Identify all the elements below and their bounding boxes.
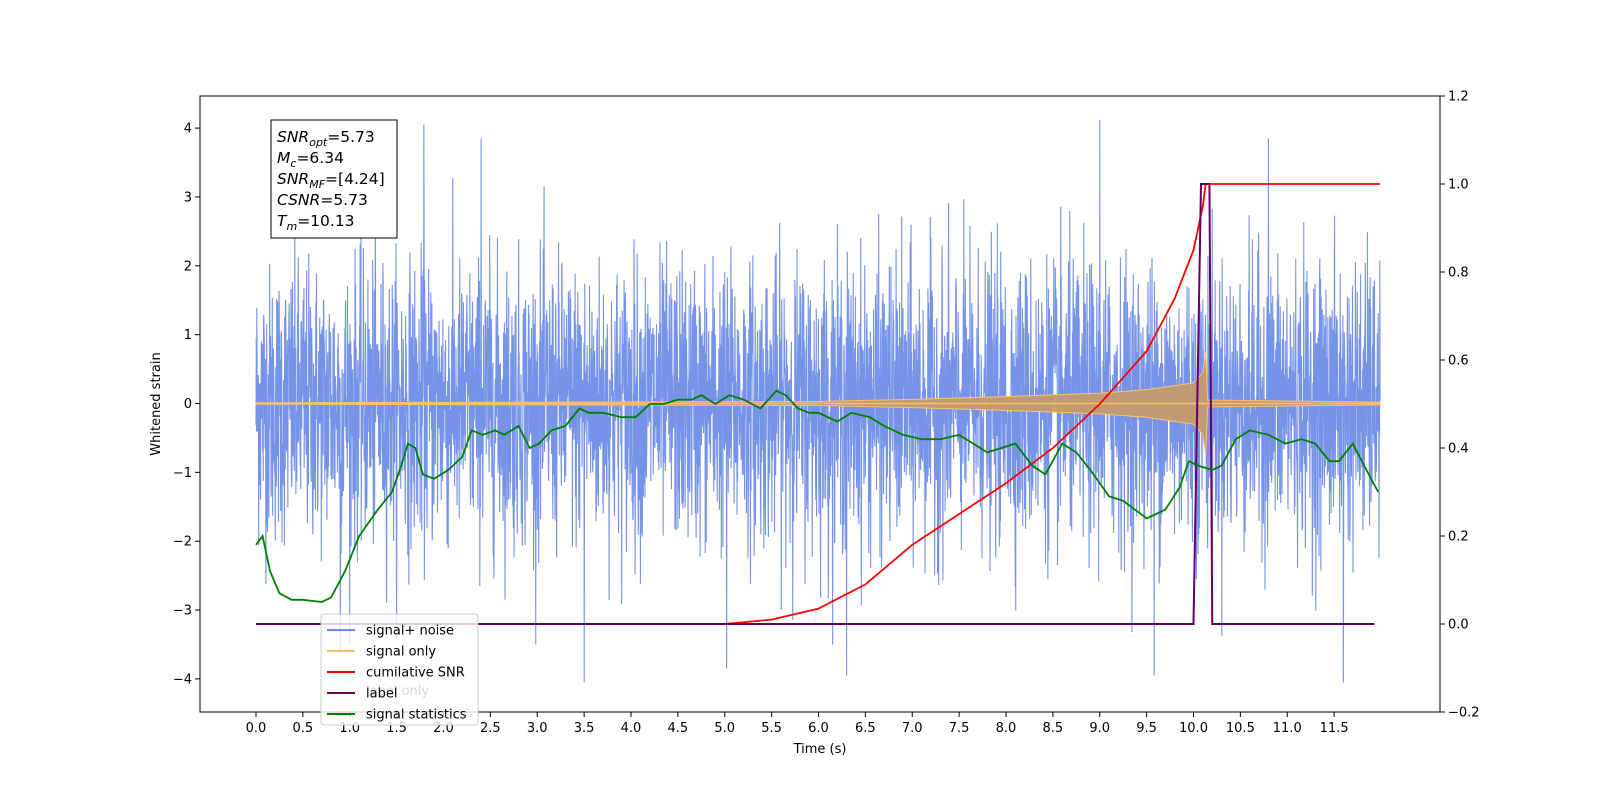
y-tick-label: 1 (184, 328, 192, 343)
y-tick-label: 4 (184, 122, 192, 137)
y2-tick-label: −0.2 (1448, 706, 1480, 721)
y-axis-label: Whitened strain (149, 352, 164, 455)
annotation-frame (270, 119, 398, 239)
y2-tick-label: 0.2 (1448, 530, 1469, 545)
x-tick-label: 8.0 (996, 721, 1017, 736)
x-tick-label: 3.5 (574, 721, 595, 736)
y2-tick-label: 0.4 (1448, 442, 1469, 457)
series-signal-statistics-line (255, 389, 1379, 603)
annotation-line: SNRMF=[4.24] (277, 170, 385, 191)
series-signal-noise-line (255, 119, 1381, 683)
y-axis-right: −0.2 0.0 0.2 0.4 0.6 0.8 1.0 1.2 (1440, 90, 1480, 721)
legend-label: label (366, 687, 397, 702)
x-tick-label: 9.0 (1089, 721, 1110, 736)
x-tick-label: 4.0 (621, 721, 642, 736)
annotation-line: CSNR=5.73 (277, 191, 368, 209)
plot-area (255, 119, 1381, 683)
y2-tick-label: 0.6 (1448, 354, 1469, 369)
legend-label: signal statistics (366, 708, 467, 723)
y2-tick-label: 1.0 (1448, 178, 1469, 193)
legend-hidden-text: label only (366, 684, 429, 699)
x-tick-label: 3.0 (527, 721, 548, 736)
x-tick-label: 5.5 (761, 721, 782, 736)
y-tick-label: −1 (173, 466, 192, 481)
legend-label: signal+ noise (366, 624, 454, 639)
y-tick-label: −2 (173, 535, 192, 550)
y-tick-label: 3 (184, 190, 192, 205)
x-tick-label: 9.5 (1136, 721, 1157, 736)
x-tick-label: 7.5 (949, 721, 970, 736)
y-axis-left: −4 −3 −2 −1 0 1 2 3 4 (173, 122, 200, 687)
x-tick-label: 5.0 (714, 721, 735, 736)
x-tick-label: 11.0 (1273, 721, 1302, 736)
plot-frame (199, 95, 1441, 713)
x-tick-label: 2.5 (480, 721, 501, 736)
x-tick-label: 4.5 (668, 721, 689, 736)
x-tick-label: 0.5 (293, 721, 314, 736)
y-tick-label: −4 (173, 672, 192, 687)
annotation-line: Tm=10.13 (277, 212, 355, 233)
series-label-line (256, 183, 1375, 625)
x-tick-label: 6.5 (855, 721, 876, 736)
legend-label: signal only (366, 645, 436, 660)
y-tick-label: −3 (173, 604, 192, 619)
y-tick-label: 2 (184, 259, 192, 274)
x-tick-label: 10.0 (1179, 721, 1208, 736)
y2-tick-label: 0.0 (1448, 618, 1469, 633)
x-tick-label: 6.0 (808, 721, 829, 736)
x-axis-label: Time (s) (793, 742, 847, 757)
annotation-line: Mc=6.34 (277, 149, 344, 170)
x-tick-label: 0.0 (246, 721, 267, 736)
legend-frame (320, 613, 479, 726)
x-tick-label: 10.5 (1226, 721, 1255, 736)
x-tick-label: 8.5 (1043, 721, 1064, 736)
legend: label only signal+ noise signal only cumila… (320, 613, 479, 726)
y2-tick-label: 0.8 (1448, 266, 1469, 281)
series-cumulative-snr-line (256, 183, 1381, 625)
legend-label: cumilative SNR (366, 666, 465, 681)
x-tick-label: 7.0 (902, 721, 923, 736)
x-tick-label: 11.5 (1320, 721, 1349, 736)
y2-tick-label: 1.2 (1448, 90, 1469, 105)
annotation-line: SNRopt=5.73 (277, 128, 375, 149)
y-tick-label: 0 (184, 397, 192, 412)
